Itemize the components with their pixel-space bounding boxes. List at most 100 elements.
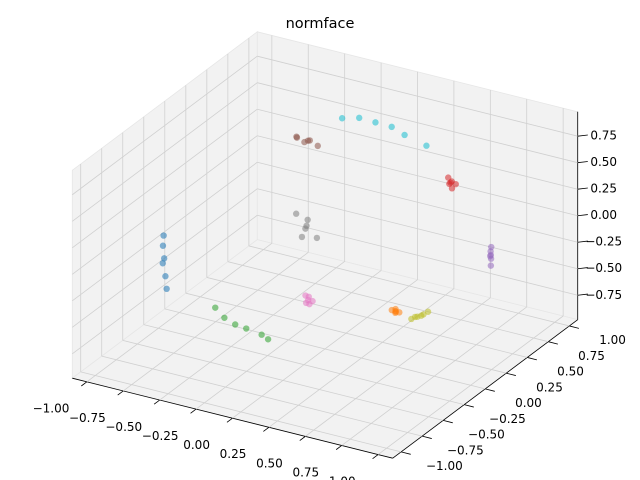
z-tick-label: −0.75	[585, 288, 622, 302]
point	[424, 308, 432, 315]
tick-mark	[401, 451, 411, 455]
point	[401, 131, 408, 139]
point	[292, 210, 300, 217]
z-tick-label: 0.50	[590, 155, 617, 169]
point	[258, 331, 265, 338]
tick-mark	[569, 325, 580, 329]
tick-mark	[335, 445, 342, 450]
grid-line	[122, 340, 444, 421]
point	[243, 325, 250, 332]
point	[305, 293, 312, 300]
z-tick-label: 0.25	[590, 182, 617, 196]
z-tick-label: 0.75	[590, 129, 617, 143]
z-tick-label: 0.00	[590, 208, 617, 222]
point	[417, 312, 425, 319]
y-tick-label: 1.00	[599, 333, 626, 347]
grid-line	[257, 135, 578, 217]
point	[388, 123, 395, 131]
point	[301, 138, 308, 146]
point	[212, 304, 219, 311]
point	[293, 134, 301, 141]
grid-line	[72, 108, 258, 249]
tick-mark	[422, 435, 432, 439]
point	[232, 321, 239, 328]
x-tick-label: 0.25	[220, 447, 247, 461]
chart-title: normface	[286, 16, 355, 32]
grid-line	[257, 82, 578, 164]
point	[448, 185, 456, 192]
x-tick-label: 0.50	[256, 456, 283, 470]
grid-line	[143, 324, 465, 406]
tick-mark	[577, 267, 588, 270]
point	[392, 305, 399, 313]
point	[452, 180, 459, 188]
tick-mark	[577, 240, 588, 243]
x-tick-label: −0.50	[105, 420, 142, 434]
point	[302, 299, 310, 307]
grid-line	[101, 355, 423, 437]
tick-mark	[153, 399, 160, 405]
y-tick-label: 0.75	[578, 349, 605, 363]
grid-line	[257, 161, 578, 243]
tick-mark	[263, 426, 270, 432]
point	[162, 273, 169, 280]
x-tick-label: −0.75	[69, 411, 106, 425]
tick-mark	[577, 134, 588, 137]
z-tick-label: −0.50	[585, 261, 622, 275]
point	[159, 260, 166, 267]
grid-line	[257, 188, 578, 270]
tick-mark	[577, 187, 588, 190]
y-tick-label: −0.50	[468, 428, 505, 442]
grid-line	[72, 82, 258, 222]
tick-mark	[527, 357, 537, 361]
x-tick-label: 1.00	[329, 474, 356, 480]
tick-mark	[577, 161, 588, 164]
point	[423, 142, 430, 149]
point	[411, 313, 419, 321]
tick-mark	[299, 436, 306, 441]
grid-line	[257, 108, 578, 190]
point	[221, 314, 228, 321]
grid-line	[185, 292, 507, 374]
x-tick-label: 0.75	[292, 465, 319, 479]
x-tick-label: −1.00	[33, 402, 70, 416]
grid-line	[72, 214, 258, 355]
grid-line	[248, 245, 570, 327]
tick-mark	[506, 372, 516, 376]
grid-line	[227, 261, 549, 343]
grid-line	[72, 161, 258, 302]
grid-line	[72, 55, 258, 196]
point	[160, 232, 167, 239]
point	[313, 234, 321, 242]
point	[487, 252, 494, 260]
point	[264, 336, 272, 343]
point	[304, 216, 311, 224]
point	[356, 114, 363, 122]
point	[163, 285, 170, 293]
point	[302, 225, 309, 232]
grid-line	[206, 277, 528, 358]
point	[487, 262, 495, 269]
y-tick-label: 0.00	[515, 396, 542, 410]
grid-line	[257, 214, 578, 296]
tick-mark	[548, 341, 558, 345]
tick-mark	[577, 293, 588, 296]
tick-mark	[577, 214, 588, 217]
y-tick-label: 0.50	[557, 365, 584, 379]
point	[372, 119, 379, 126]
y-tick-label: 0.25	[536, 380, 563, 394]
z-tick-label: −0.25	[585, 235, 622, 249]
tick-mark	[464, 404, 474, 408]
tick-mark	[443, 420, 453, 424]
grid-line	[257, 55, 578, 137]
y-tick-label: −0.25	[489, 412, 526, 426]
tick-mark	[117, 390, 124, 396]
x-tick-label: −0.25	[142, 429, 179, 443]
point	[159, 242, 167, 249]
tick-mark	[226, 417, 233, 423]
grid-line	[80, 371, 402, 453]
point	[488, 243, 495, 251]
y-tick-label: −1.00	[426, 459, 463, 473]
point	[306, 137, 314, 144]
